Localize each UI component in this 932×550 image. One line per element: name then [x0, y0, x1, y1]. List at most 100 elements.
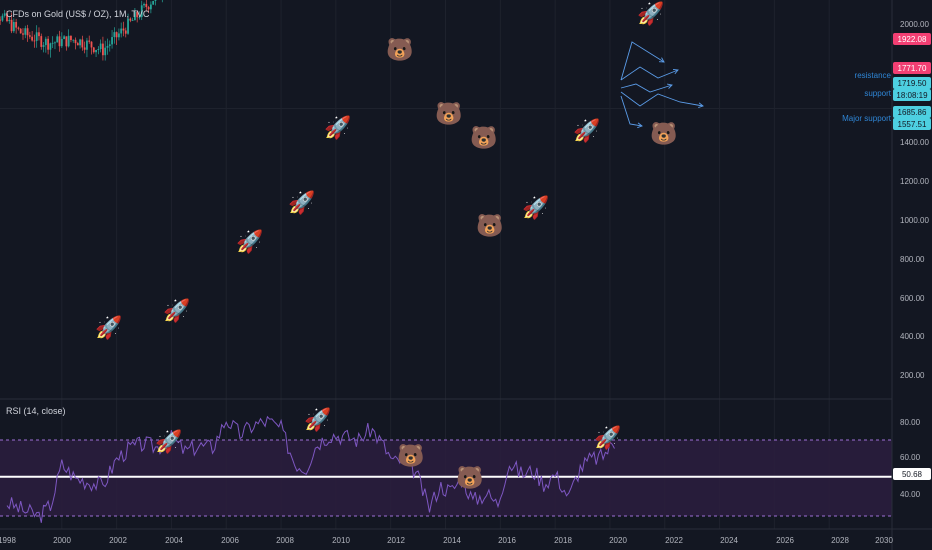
rsi-line [6, 415, 615, 523]
support-label: support [864, 89, 891, 98]
candle-body [72, 39, 75, 41]
price-axis-label: 1000.00 [900, 216, 929, 225]
price-tag: 1685.86 [898, 108, 927, 117]
candle-body [10, 19, 13, 32]
time-axis-label: 2006 [221, 536, 239, 545]
bear-face-icon: 🐻 [397, 444, 425, 469]
candle-body [22, 33, 24, 35]
time-axis-label: 2008 [276, 536, 294, 545]
resistance-label: resistance [855, 71, 892, 80]
candle-body [99, 43, 102, 50]
time-axis-label: 2016 [498, 536, 516, 545]
rocket-icon: 🚀 [155, 430, 183, 455]
candle-body [19, 28, 22, 34]
candle-body [42, 45, 45, 47]
price-tag: 1719.50 [898, 79, 927, 88]
candle-body [115, 32, 118, 38]
projection-arrowhead [698, 102, 704, 109]
projection-arrow [620, 95, 643, 127]
candle-body [108, 44, 111, 47]
candle-body [106, 46, 109, 48]
time-axis-label: 2030 [875, 536, 893, 545]
candle-body [129, 18, 132, 21]
time-axis-label: 2024 [720, 536, 738, 545]
rsi-value-tag: 50.68 [902, 470, 923, 479]
price-axis[interactable]: 2000.00 400.00 600.00 800.00 1000.00 120… [900, 20, 929, 380]
price-axis-label: 600.00 [900, 294, 925, 303]
time-axis-label: 2018 [554, 536, 572, 545]
candle-body [12, 22, 15, 32]
candle-body [118, 33, 120, 38]
candle-body [28, 35, 31, 37]
candle-series [0, 0, 163, 61]
time-axis-label: 2020 [609, 536, 627, 545]
price-tag-bg [893, 33, 931, 45]
price-axis-label: 2000.00 [900, 20, 929, 29]
candle-body [131, 20, 134, 21]
time-axis[interactable]: 1998 2000 2002 2004 2006 2008 2010 2012 … [0, 536, 893, 545]
rocket-icon: 🚀 [288, 191, 316, 216]
rsi-axis-label: 60.00 [900, 453, 921, 462]
candle-body [95, 50, 97, 53]
time-axis-label: 2028 [831, 536, 849, 545]
projection-arrowhead [637, 122, 643, 129]
price-tag: 18:08:19 [896, 91, 928, 100]
rsi-axis[interactable]: 80.00 60.00 40.00 50.68 [893, 418, 931, 499]
candle-body [79, 39, 81, 46]
projection-arrow [620, 91, 704, 107]
candle-body [140, 5, 143, 17]
candle-body [15, 22, 18, 28]
price-tag-bg [893, 89, 931, 101]
symbol-legend[interactable]: CFDs on Gold (US$ / OZ), 1M, TVC [6, 9, 150, 19]
price-tag-bg [893, 106, 931, 118]
candle-body [152, 0, 155, 5]
projection-arrow [620, 41, 665, 81]
candle-body [83, 47, 86, 50]
candle-body [40, 36, 43, 47]
rocket-icon: 🚀 [637, 2, 665, 27]
candle-body [70, 35, 72, 41]
rsi-legend[interactable]: RSI (14, close) [6, 406, 66, 416]
candle-body [26, 28, 29, 36]
candle-body [0, 19, 2, 21]
bear-face-icon: 🐻 [456, 466, 484, 491]
candle-body [1, 15, 4, 21]
rsi-value-tag-bg [893, 468, 931, 480]
price-axis-label: 400.00 [900, 332, 925, 341]
candle-body [122, 28, 125, 31]
rocket-icon: 🚀 [163, 299, 191, 324]
price-tag: 1922.08 [898, 35, 927, 44]
candle-body [92, 47, 95, 53]
rocket-icon: 🚀 [522, 196, 550, 221]
projection-arrows[interactable] [620, 41, 704, 129]
price-axis-label: 200.00 [900, 371, 925, 380]
candle-body [136, 11, 139, 18]
projection-arrowhead [667, 83, 673, 89]
candle-body [67, 35, 70, 47]
price-axis-label: 800.00 [900, 255, 925, 264]
candle-body [35, 32, 38, 41]
candle-body [49, 43, 52, 50]
time-axis-label: 1998 [0, 536, 16, 545]
candle-body [120, 28, 123, 34]
price-axis-label: 1400.00 [900, 138, 929, 147]
candle-body [97, 49, 100, 51]
candle-body [3, 13, 6, 16]
price-tag-bg [893, 77, 931, 89]
candle-body [58, 36, 61, 47]
rocket-icon: 🚀 [95, 316, 123, 341]
candle-body [133, 11, 136, 21]
projection-arrowhead [672, 68, 679, 75]
time-axis-label: 2004 [165, 536, 183, 545]
candle-body [113, 32, 116, 38]
projection-arrow [620, 83, 673, 93]
candle-body [51, 42, 54, 44]
level-annotations[interactable]: resistance support Major support [842, 71, 892, 123]
price-tag: 1771.70 [898, 64, 927, 73]
rsi-band-fill [0, 440, 892, 516]
candle-body [111, 37, 113, 45]
candle-body [47, 38, 50, 50]
candle-body [76, 43, 79, 46]
price-tags: 1922.08 1771.70 1719.50 18:08:19 1685.86… [893, 33, 931, 130]
